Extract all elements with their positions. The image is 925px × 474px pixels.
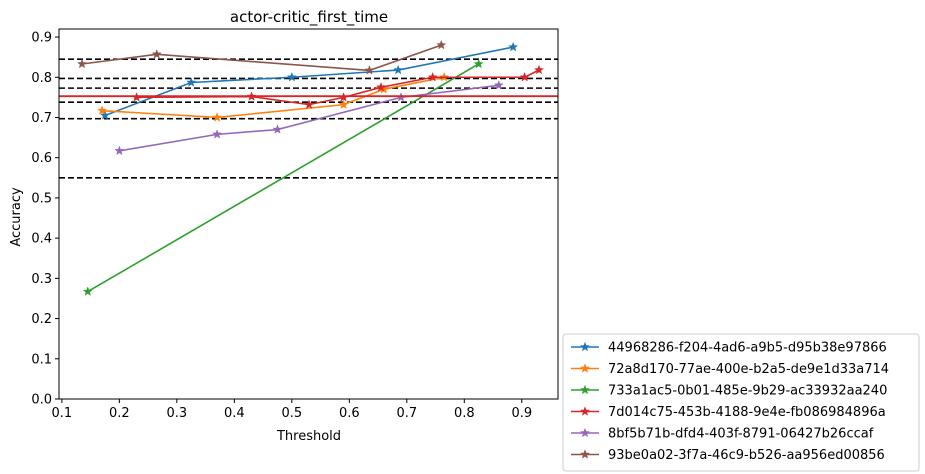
data-point-star [99, 110, 111, 120]
legend-label: 7d014c75-453b-4188-9e4e-fb086984896a [608, 405, 886, 420]
x-tick-label: 0.4 [224, 406, 245, 421]
series-line [87, 63, 480, 293]
x-tick-label: 0.1 [52, 406, 73, 421]
y-tick-label: 0.3 [31, 272, 52, 287]
legend-label: 44968286-f204-4ad6-a9b5-d95b38e97866 [608, 341, 887, 356]
data-point-star [272, 124, 283, 134]
y-tick-label: 0.6 [31, 151, 52, 166]
x-tick-label: 0.3 [167, 406, 188, 421]
chart-title: actor-critic_first_time [230, 8, 388, 27]
legend-label: 93be0a02-3f7a-46c9-b526-aa956ed00856 [608, 448, 885, 463]
legend-marker-star [579, 406, 591, 416]
legend-marker-star [579, 363, 591, 373]
data-point-star [186, 77, 197, 87]
legend: 44968286-f204-4ad6-a9b5-d95b38e97866 72a8… [562, 333, 920, 472]
data-point-star [286, 71, 297, 82]
y-tick-label: 0.9 [31, 31, 52, 46]
data-point-star [76, 58, 88, 69]
legend-box [562, 333, 920, 472]
y-tick-label: 0.8 [31, 71, 52, 86]
plot-area: 0.1 0.2 0.3 0.4 0.5 0.6 0.7 0.8 0.90.00.10.20.30… [31, 28, 559, 421]
data-point-star [82, 286, 93, 296]
y-tick-label: 0.1 [31, 352, 52, 367]
data-point-star [508, 41, 519, 52]
data-point-star [375, 81, 387, 92]
data-point-star [151, 49, 162, 59]
x-axis-label: Threshold [276, 429, 341, 444]
x-tick-label: 0.6 [339, 406, 360, 421]
data-point-star [473, 58, 484, 69]
data-point-star [493, 79, 504, 90]
data-point-star [114, 145, 125, 156]
data-point-star [338, 99, 349, 109]
data-point-star [519, 71, 530, 82]
axes-frame [58, 28, 559, 400]
plot-inner [59, 39, 558, 296]
x-tick-label: 0.7 [396, 406, 417, 421]
x-tick-label: 0.8 [454, 406, 475, 421]
legend-marker-star [579, 449, 591, 459]
data-point-star [212, 129, 223, 139]
y-tick-label: 0.4 [31, 232, 52, 247]
y-axis-label: Accuracy [9, 187, 24, 247]
legend-marker-star [579, 341, 591, 352]
data-point-star [364, 65, 375, 75]
y-tick-label: 0.2 [31, 312, 52, 327]
legend-marker-star [579, 427, 591, 438]
x-tick-label: 0.9 [511, 406, 532, 421]
x-tick-label: 0.5 [281, 406, 302, 421]
legend-label: 72a8d170-77ae-400e-b2a5-de9e1d33a714 [608, 362, 889, 377]
x-tick-label: 0.2 [109, 406, 130, 421]
data-point-star [436, 39, 447, 50]
data-point-star [212, 112, 223, 122]
y-tick-label: 0.5 [31, 191, 52, 206]
legend-marker-star [579, 384, 591, 395]
series-line [81, 44, 442, 72]
data-point-star [393, 64, 404, 75]
legend-label: 733a1ac5-0b01-485e-9b29-ac33932aa240 [608, 384, 887, 399]
data-point-star [427, 71, 438, 82]
data-point-star [304, 99, 315, 109]
legend-label: 8bf5b71b-dfd4-403f-8791-06427b26ccaf [608, 427, 874, 442]
data-point-star [97, 105, 108, 115]
y-tick-label: 0.0 [31, 393, 52, 408]
series-line [136, 69, 540, 106]
y-tick-label: 0.7 [31, 111, 52, 126]
data-point-star [533, 64, 545, 75]
